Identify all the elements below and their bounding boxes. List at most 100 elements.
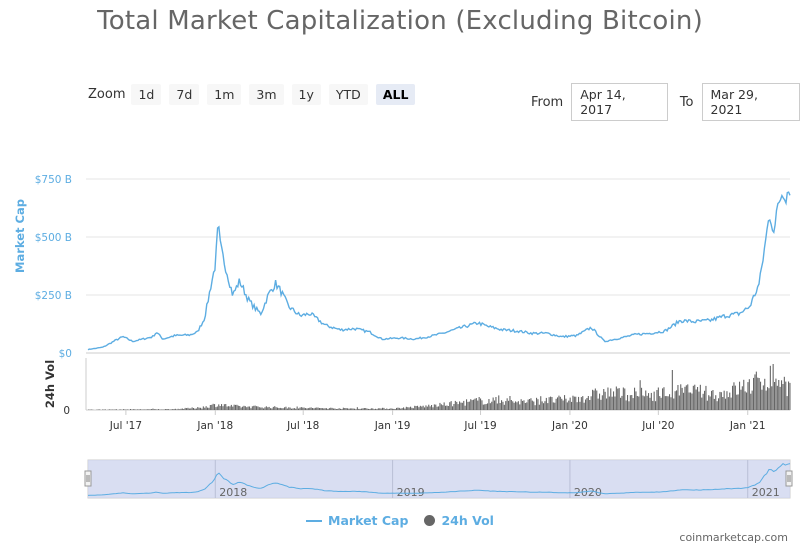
volume-bar [200,407,202,410]
volume-bar [702,393,704,410]
volume-bar [285,406,287,410]
volume-bar [335,409,337,410]
volume-bar [230,404,232,410]
x-axis: Jul '17 Jan '18 Jul '18 Jan '19 Jul '19 Jan '… [109,410,766,432]
volume-bar [746,392,748,410]
volume-bar [610,388,612,410]
volume-bar [495,397,497,410]
navigator-left-handle[interactable] [84,470,92,487]
volume-bar [499,403,501,410]
navigator-tick-label: 2019 [397,486,425,499]
volume-bar [317,407,319,410]
volume-bar [568,400,570,410]
volume-bar [134,409,136,410]
volume-bar [712,390,714,410]
volume-bar [460,402,462,410]
volume-bar [739,381,741,410]
volume-bar [627,395,629,410]
zoom-3m-button[interactable]: 3m [249,83,284,105]
volume-bar [762,385,764,410]
volume-bar [652,400,654,410]
volume-bar [494,400,496,410]
volume-bar [116,409,118,410]
volume-bar [544,401,546,410]
volume-bar [757,377,759,410]
volume-bar [695,389,697,410]
to-date-input[interactable]: Mar 29, 2021 [701,83,800,121]
volume-bar [110,409,112,410]
navigator-selection[interactable] [88,460,790,498]
zoom-1y-button[interactable]: 1y [291,83,321,105]
zoom-7d-button[interactable]: 7d [169,83,200,105]
volume-bar [456,401,458,410]
volume-bar [142,409,144,410]
volume-bar [152,408,154,410]
volume-bar [235,404,237,410]
volume-bar [470,399,472,410]
volume-bar [302,407,304,410]
volume-bar [123,409,125,410]
zoom-ytd-button[interactable]: YTD [328,83,368,105]
x-tick-label: Jul '19 [463,420,496,432]
volume-bar [649,397,651,410]
volume-bar [555,398,557,410]
volume-bar [120,409,122,410]
volume-bar [655,401,657,410]
volume-bar [111,409,113,410]
x-tick-label: Jan '20 [551,420,588,432]
from-date-input[interactable]: Apr 14, 2017 [571,83,668,121]
volume-bar [461,402,463,410]
volume-bar [270,408,272,410]
volume-bar [547,403,549,410]
volume-bar [205,406,207,410]
volume-bar [713,398,715,410]
volume-bar [345,408,347,410]
volume-bar [587,396,589,410]
volume-bar [214,404,216,410]
navigator-line [87,462,791,496]
source-credit: coinmarketcap.com [679,531,788,544]
volume-bar [519,404,521,410]
volume-bar [209,405,211,410]
volume-bar [193,408,195,410]
volume-bar [670,397,672,410]
navigator-tick-label: 2021 [752,486,780,499]
volume-bar [454,400,456,410]
volume-bar [641,387,643,410]
volume-bar [590,396,592,410]
volume-bar [520,399,522,410]
volume-bar [611,396,613,410]
volume-bar [236,404,238,410]
zoom-1d-button[interactable]: 1d [131,83,162,105]
volume-bar [242,406,244,410]
volume-bar [307,408,309,410]
zoom-all-button[interactable]: ALL [375,83,416,105]
volume-bar [653,391,655,410]
volume-bar [208,407,210,410]
legend-item-volume[interactable]: 24h Vol [424,513,494,528]
volume-bar [358,408,360,410]
volume-bar [743,379,745,410]
volume-bar [135,409,137,410]
volume-bar [215,407,217,410]
navigator-right-handle[interactable] [785,470,793,487]
volume-bar [277,407,279,410]
volume-bar [334,408,336,410]
volume-bar [559,396,561,410]
volume-bar [716,401,718,410]
volume-bar [328,408,330,410]
zoom-1m-button[interactable]: 1m [207,83,242,105]
volume-bar [177,408,179,410]
volume-bar [656,390,658,410]
volume-bar [338,408,340,410]
volume-bar [148,409,150,410]
volume-bar [540,396,542,410]
volume-bar [690,392,692,410]
volume-bar [124,409,126,410]
volume-bar [268,406,270,410]
volume-bar [424,407,426,410]
legend-item-market-cap[interactable]: Market Cap [306,513,408,528]
volume-bar [401,408,403,410]
volume-bar [643,396,645,410]
volume-bar [298,408,300,410]
